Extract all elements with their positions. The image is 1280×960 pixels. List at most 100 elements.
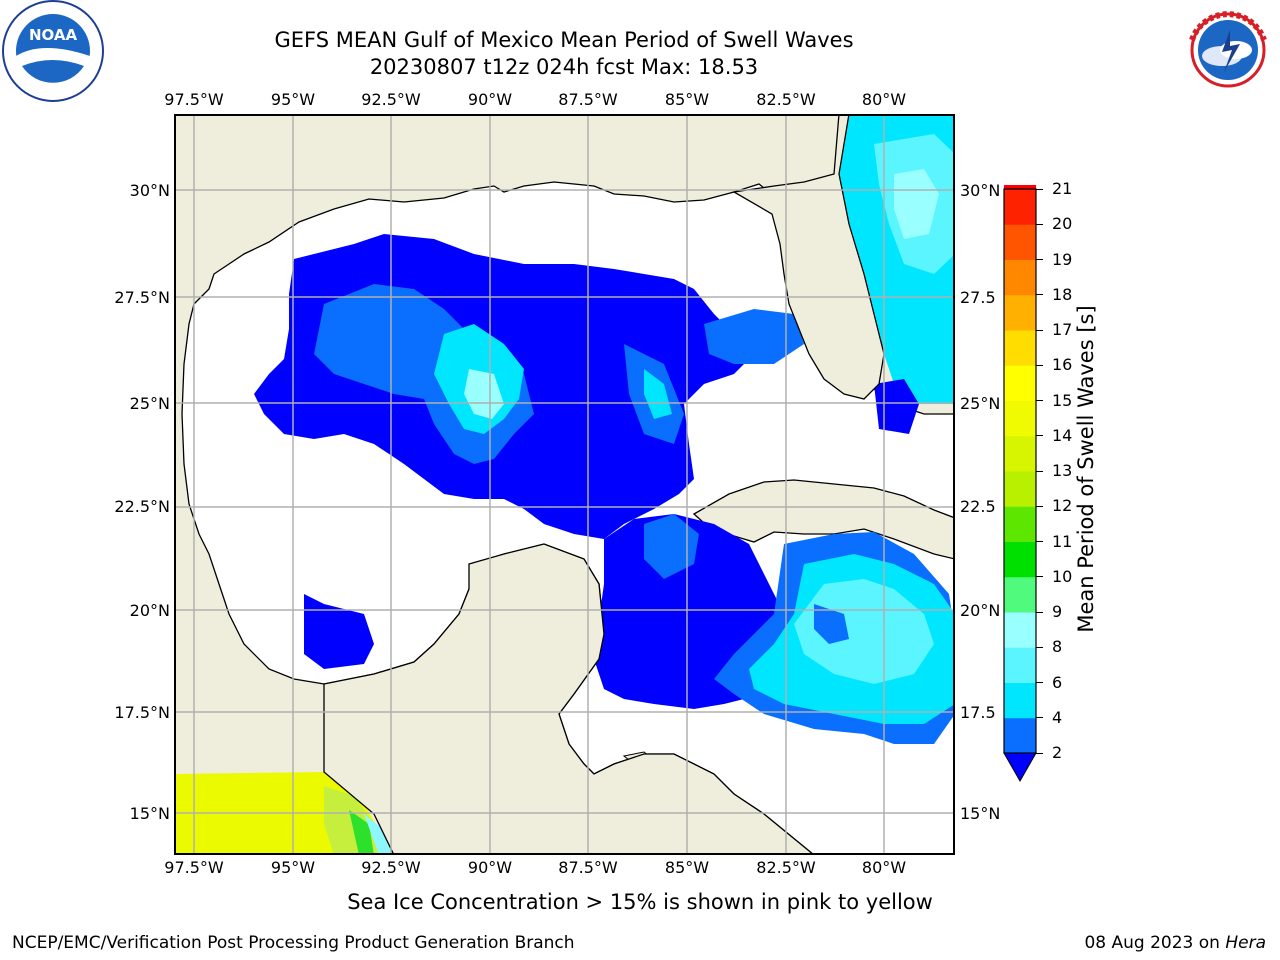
lon-label-bottom: 97.5°W [164,858,224,877]
map-frame [174,114,955,855]
swell-field [254,114,955,744]
noaa-logo-text: NOAA [29,26,78,44]
footer-date-wrap: 08 Aug 2023 on Hera [1084,933,1266,953]
colorbar-swatch [1004,471,1036,507]
footer-machine: Hera [1225,933,1266,953]
colorbar-swatch [1004,330,1036,366]
lat-label-right: 20°N [960,601,1001,620]
lon-label-bottom: 82.5°W [756,858,816,877]
lat-label-right: 30°N [960,181,1001,200]
colorbar-tick-mark [1036,505,1043,507]
colorbar-tick-mark [1036,400,1043,401]
map-gridlines [174,114,955,855]
colorbar-tick-label: 16 [1052,355,1073,375]
colorbar-extend-triangle [1003,752,1037,783]
lat-label-right: 15°N [960,804,1001,823]
lat-label-right: 22.5 [960,497,996,516]
colorbar-tick-mark [1036,329,1043,331]
colorbar-tick-mark [1036,682,1043,683]
lat-label-right: 27.5 [960,288,996,307]
colorbar-swatch [1004,717,1036,754]
colorbar-swatch [1004,185,1036,190]
colorbar-tick-label: 18 [1052,284,1073,304]
colorbar-tick-mark [1036,576,1043,578]
colorbar-tick-mark [1036,223,1043,225]
lat-label-left: 30°N [129,181,170,200]
colorbar-tick-mark [1036,541,1043,542]
cuba-land [692,479,955,560]
lat-label-left: 15°N [129,804,170,823]
colorbar-tick-label: 21 [1052,179,1073,198]
colorbar-swatch [1004,365,1036,401]
lon-label-top: 95°W [270,90,316,109]
lon-label-bottom: 87.5°W [558,858,618,877]
colorbar-tick-mark [1036,470,1043,472]
colorbar-tick-label: 10 [1052,566,1073,586]
colorbar-tick-label: 4 [1052,707,1063,727]
noaa-logo: NOAA [2,0,104,102]
colorbar-tick-label: 13 [1052,461,1073,480]
sea-ice-note: Sea Ice Concentration > 15% is shown in … [347,890,933,914]
lat-label-left: 20°N [129,601,170,620]
lon-label-top: 82.5°W [756,90,816,109]
lat-label-left: 17.5°N [114,703,170,722]
colorbar-swatch [1004,682,1036,719]
colorbar-label: Mean Period of Swell Waves [s] [1074,305,1098,633]
colorbar-swatch [1004,506,1036,542]
lat-label-left: 25°N [129,394,170,413]
lon-label-bottom: 95°W [270,858,316,877]
yucatan-land [323,543,816,855]
colorbar-tick-label: 11 [1052,531,1073,551]
lon-label-top: 92.5°W [361,90,421,109]
colorbar-tick-label: 2 [1052,743,1063,762]
colorbar-tick-mark [1036,188,1043,190]
lat-label-left: 27.5°N [114,288,170,307]
colorbar-tick-label: 20 [1052,214,1073,234]
chart-title: GEFS MEAN Gulf of Mexico Mean Period of … [274,28,854,52]
colorbar-swatch [1004,576,1036,613]
lat-label-right: 17.5 [960,703,996,722]
colorbar-tick-label: 19 [1052,249,1073,269]
colorbar-swatch [1004,647,1036,683]
footer-credit: NCEP/EMC/Verification Post Processing Pr… [12,933,575,953]
colorbar-tick-mark [1036,435,1043,437]
colorbar-swatch [1004,435,1036,472]
lon-label-top: 85°W [664,90,710,109]
colorbar-tick-label: 9 [1052,602,1063,621]
lon-label-bottom: 85°W [664,858,710,877]
nws-logo [1180,2,1276,98]
colorbar-swatch [1004,259,1036,296]
colorbar-tick-label: 17 [1052,320,1073,339]
colorbar-tick-label: 8 [1052,637,1063,657]
lon-label-top: 80°W [861,90,907,109]
colorbar-swatch [1004,612,1036,648]
colorbar-swatch [1004,400,1036,437]
footer-date: 08 Aug 2023 on [1084,933,1226,953]
colorbar-tick-mark [1036,294,1043,296]
colorbar-tick-mark [1036,752,1043,754]
colorbar-swatch [1004,294,1036,331]
chart-subtitle: 20230807 t12z 024h fcst Max: 18.53 [369,55,759,79]
lon-label-bottom: 80°W [861,858,907,877]
colorbar [1003,185,1037,783]
colorbar-tick-label: 12 [1052,496,1073,516]
colorbar-swatch [1004,541,1036,578]
map-panel [174,114,955,855]
colorbar-tick-mark [1036,611,1043,613]
colorbar-swatch [1004,224,1036,260]
lon-label-top: 87.5°W [558,90,618,109]
lon-label-bottom: 90°W [467,858,513,877]
colorbar-tick-label: 6 [1052,672,1063,692]
colorbar-tick-mark [1036,646,1043,648]
colorbar-tick-mark [1036,717,1043,719]
lon-label-top: 90°W [467,90,513,109]
colorbar-tick-label: 15 [1052,390,1073,410]
lon-label-bottom: 92.5°W [361,858,421,877]
colorbar-swatch [1004,189,1036,225]
colorbar-tick-mark [1036,364,1043,366]
colorbar-tick-label: 14 [1052,425,1073,445]
lon-label-top: 97.5°W [164,90,224,109]
lat-label-left: 22.5°N [114,497,170,516]
colorbar-tick-mark [1036,259,1043,260]
lat-label-right: 25°N [960,394,1001,413]
